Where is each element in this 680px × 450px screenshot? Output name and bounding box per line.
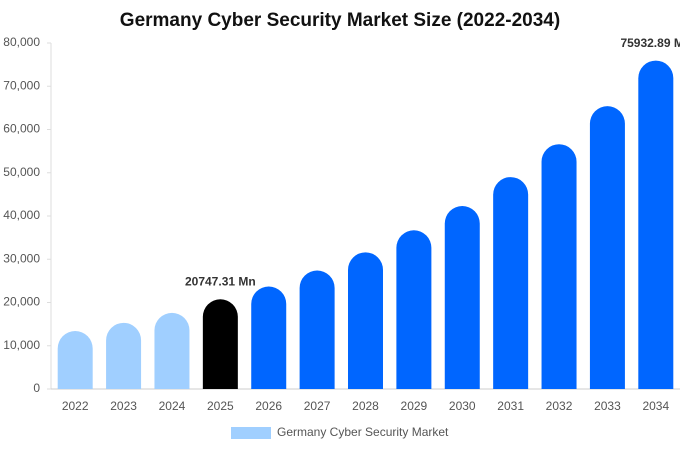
data-label: 75932.89 Mn bbox=[620, 36, 680, 50]
x-tick-label: 2023 bbox=[110, 399, 137, 413]
bar bbox=[57, 331, 93, 389]
legend-swatch bbox=[231, 427, 271, 439]
x-tick-label: 2033 bbox=[594, 399, 621, 413]
y-tick-label: 0 bbox=[33, 381, 40, 395]
x-tick-label: 2034 bbox=[642, 399, 669, 413]
x-tick-label: 2032 bbox=[546, 399, 573, 413]
x-tick-label: 2031 bbox=[497, 399, 524, 413]
bar bbox=[154, 312, 190, 389]
x-tick-label: 2026 bbox=[255, 399, 282, 413]
x-tick-label: 2025 bbox=[207, 399, 234, 413]
bar bbox=[396, 230, 432, 389]
bar bbox=[106, 322, 142, 389]
y-tick-label: 40,000 bbox=[3, 208, 40, 222]
x-tick-label: 2024 bbox=[159, 399, 186, 413]
y-tick-label: 70,000 bbox=[3, 78, 40, 92]
x-tick-label: 2028 bbox=[352, 399, 379, 413]
x-tick-label: 2027 bbox=[304, 399, 331, 413]
bar bbox=[493, 177, 529, 389]
bar bbox=[202, 299, 238, 389]
bar bbox=[541, 144, 577, 389]
x-tick-label: 2022 bbox=[62, 399, 89, 413]
legend-label: Germany Cyber Security Market bbox=[277, 425, 449, 439]
y-tick-label: 10,000 bbox=[3, 338, 40, 352]
bar bbox=[299, 270, 335, 389]
y-tick-label: 80,000 bbox=[3, 35, 40, 49]
y-tick-label: 30,000 bbox=[3, 251, 40, 265]
bar bbox=[251, 286, 287, 389]
x-tick-label: 2029 bbox=[401, 399, 428, 413]
y-tick-label: 50,000 bbox=[3, 165, 40, 179]
bar bbox=[589, 106, 625, 390]
chart-title: Germany Cyber Security Market Size (2022… bbox=[120, 10, 560, 31]
bar bbox=[348, 252, 383, 389]
x-tick-label: 2030 bbox=[449, 399, 476, 413]
y-tick-label: 20,000 bbox=[3, 295, 40, 309]
bar bbox=[444, 206, 480, 389]
y-tick-label: 60,000 bbox=[3, 122, 40, 136]
bar bbox=[638, 60, 674, 390]
data-label: 20747.31 Mn bbox=[185, 274, 256, 288]
